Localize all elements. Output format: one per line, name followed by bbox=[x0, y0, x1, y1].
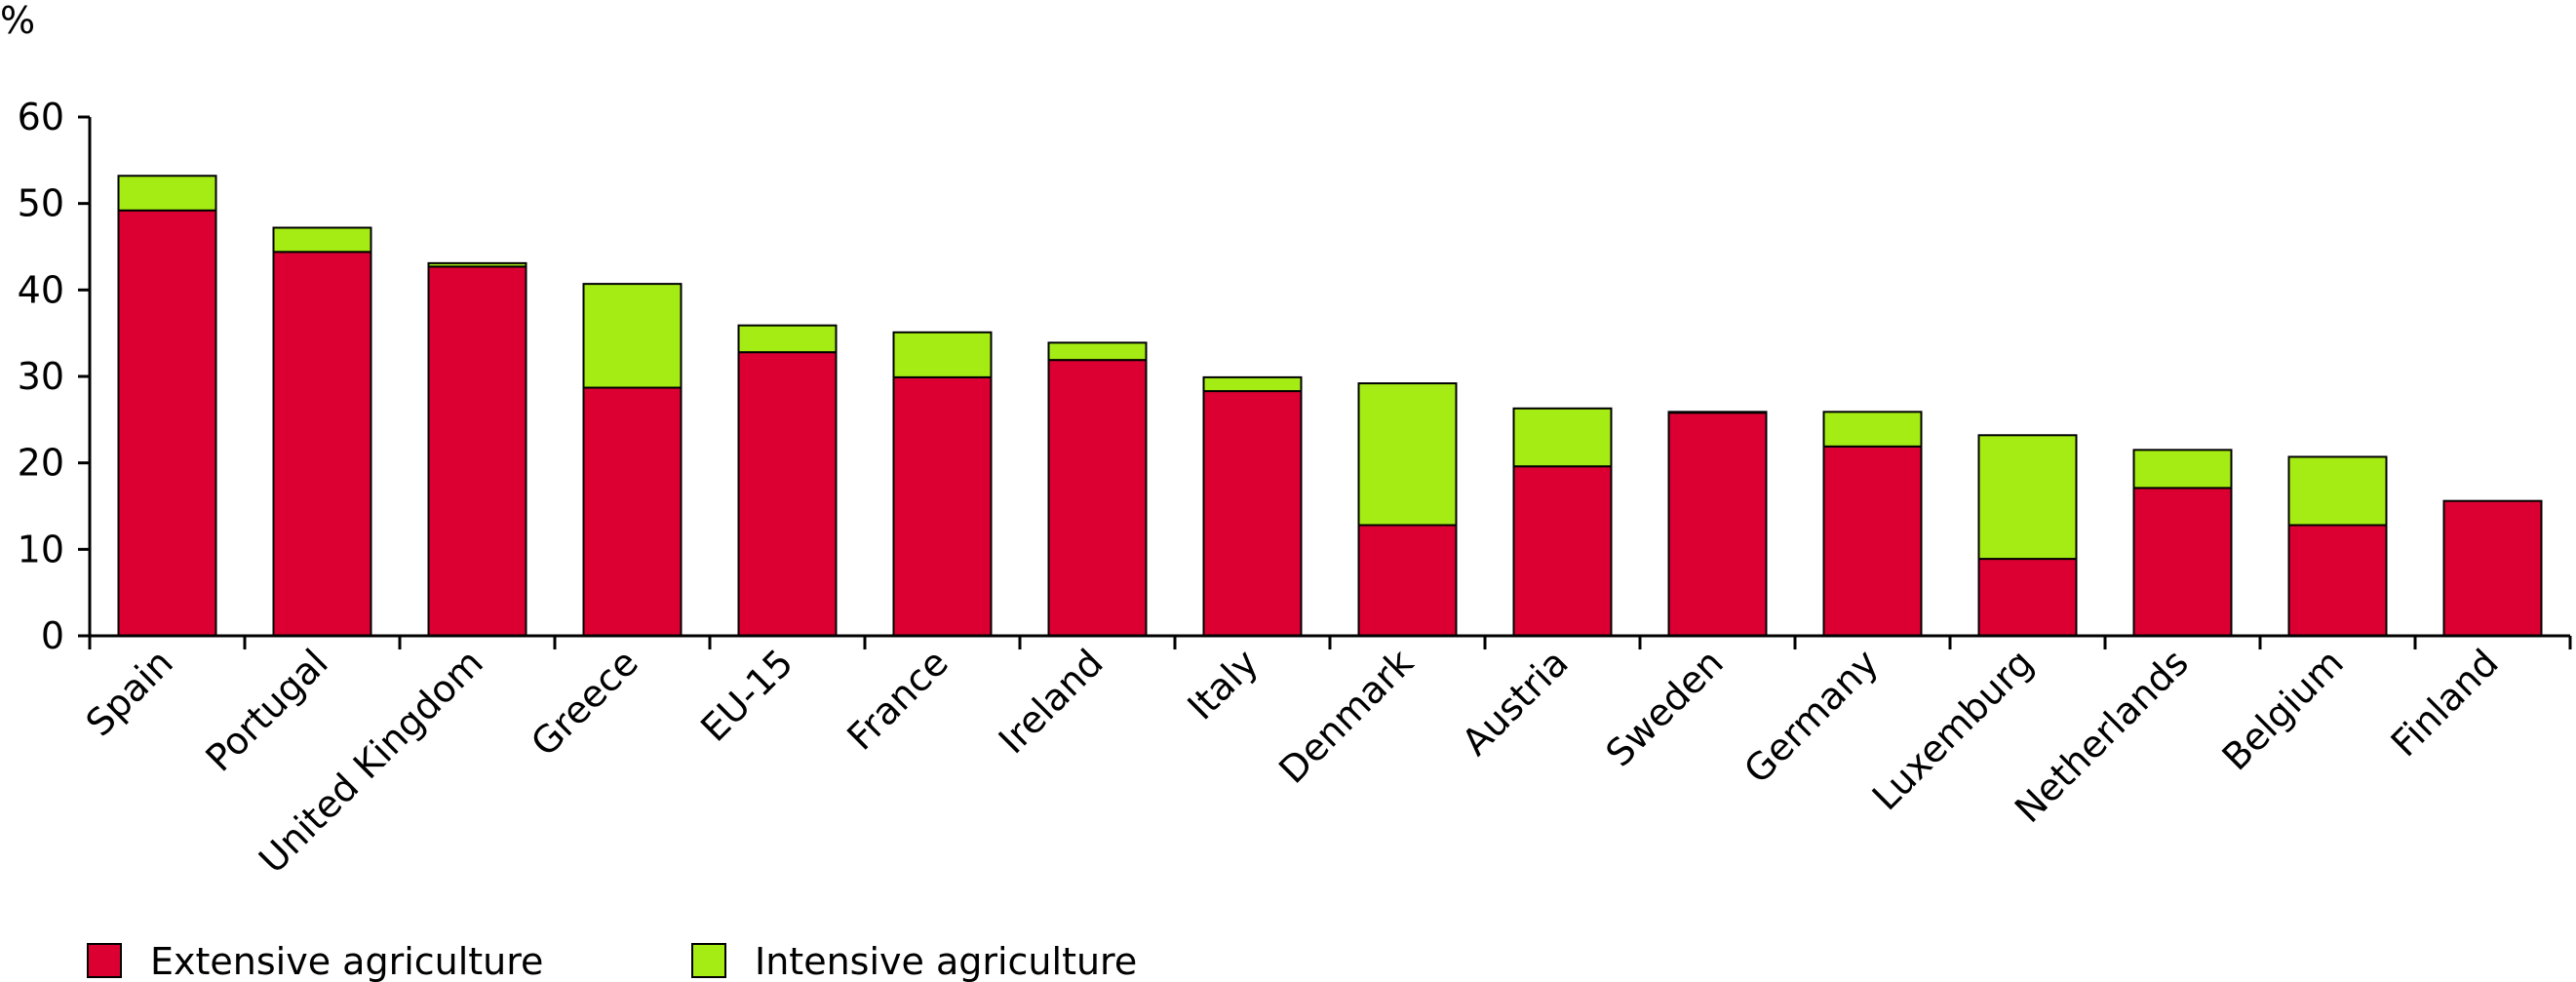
legend-swatch-extensive-agriculture bbox=[87, 943, 122, 978]
legend: Extensive agriculture Intensive agricultu… bbox=[87, 940, 1137, 982]
x-label-portugal: Portugal bbox=[197, 641, 335, 779]
axes bbox=[78, 117, 2572, 649]
y-tick-label: 40 bbox=[18, 268, 64, 311]
bar-spain-extensive-agriculture bbox=[117, 209, 217, 637]
bar-luxemburg-extensive-agriculture bbox=[1977, 558, 2078, 637]
bar-belgium-intensive-agriculture bbox=[2287, 455, 2388, 527]
bar-netherlands-extensive-agriculture bbox=[2132, 487, 2233, 637]
bar-luxemburg-intensive-agriculture bbox=[1977, 434, 2078, 561]
x-label-sweden: Sweden bbox=[1598, 641, 1732, 774]
bar-greece-extensive-agriculture bbox=[582, 386, 683, 637]
bar-denmark-intensive-agriculture bbox=[1357, 382, 1458, 527]
bar-eu-15-extensive-agriculture bbox=[737, 351, 838, 637]
x-label-eu-15: EU-15 bbox=[692, 641, 801, 750]
bar-finland-extensive-agriculture bbox=[2442, 499, 2543, 637]
bar-denmark-extensive-agriculture bbox=[1357, 524, 1458, 637]
bar-austria-intensive-agriculture bbox=[1512, 407, 1613, 468]
bar-austria-extensive-agriculture bbox=[1512, 465, 1613, 638]
x-label-finland: Finland bbox=[2383, 641, 2507, 765]
y-axis-ticks: 0 10 20 30 40 50 60 bbox=[18, 96, 90, 657]
bar-belgium-extensive-agriculture bbox=[2287, 524, 2388, 637]
y-tick-label: 30 bbox=[18, 355, 64, 398]
bar-portugal-extensive-agriculture bbox=[272, 251, 372, 637]
x-label-ireland: Ireland bbox=[991, 641, 1112, 762]
bar-germany-extensive-agriculture bbox=[1822, 445, 1923, 637]
x-label-greece: Greece bbox=[523, 641, 646, 765]
y-tick-label: 0 bbox=[41, 614, 64, 657]
bar-italy-intensive-agriculture bbox=[1202, 375, 1303, 393]
bar-united-kingdom-extensive-agriculture bbox=[427, 265, 527, 637]
bar-france-extensive-agriculture bbox=[892, 375, 993, 637]
y-tick-label: 60 bbox=[18, 96, 64, 138]
bars bbox=[117, 175, 2543, 638]
y-tick-label: 10 bbox=[18, 528, 64, 570]
bar-italy-extensive-agriculture bbox=[1202, 390, 1303, 637]
x-label-austria: Austria bbox=[1454, 641, 1577, 764]
bar-germany-intensive-agriculture bbox=[1822, 411, 1923, 448]
y-tick-label: 50 bbox=[18, 182, 64, 225]
bar-france-intensive-agriculture bbox=[892, 331, 993, 378]
bar-netherlands-intensive-agriculture bbox=[2132, 449, 2233, 490]
bar-eu-15-intensive-agriculture bbox=[737, 324, 838, 354]
bar-ireland-intensive-agriculture bbox=[1047, 341, 1148, 362]
bar-spain-intensive-agriculture bbox=[117, 175, 217, 212]
x-label-italy: Italy bbox=[1179, 641, 1266, 727]
x-label-spain: Spain bbox=[78, 641, 181, 744]
bar-ireland-extensive-agriculture bbox=[1047, 359, 1148, 637]
bar-sweden-extensive-agriculture bbox=[1667, 412, 1768, 637]
x-label-belgium: Belgium bbox=[2214, 641, 2352, 778]
y-tick-label: 20 bbox=[18, 442, 64, 485]
legend-label-intensive-agriculture: Intensive agriculture bbox=[755, 940, 1137, 982]
bar-united-kingdom-intensive-agriculture bbox=[427, 261, 527, 268]
legend-label-extensive-agriculture: Extensive agriculture bbox=[150, 940, 543, 982]
bar-portugal-intensive-agriculture bbox=[272, 226, 372, 254]
legend-swatch-intensive-agriculture bbox=[691, 943, 726, 978]
bar-greece-intensive-agriculture bbox=[582, 283, 683, 389]
x-label-germany: Germany bbox=[1736, 641, 1887, 792]
x-label-france: France bbox=[839, 641, 956, 758]
y-axis-unit-label: % bbox=[0, 0, 35, 42]
x-label-denmark: Denmark bbox=[1270, 641, 1422, 792]
